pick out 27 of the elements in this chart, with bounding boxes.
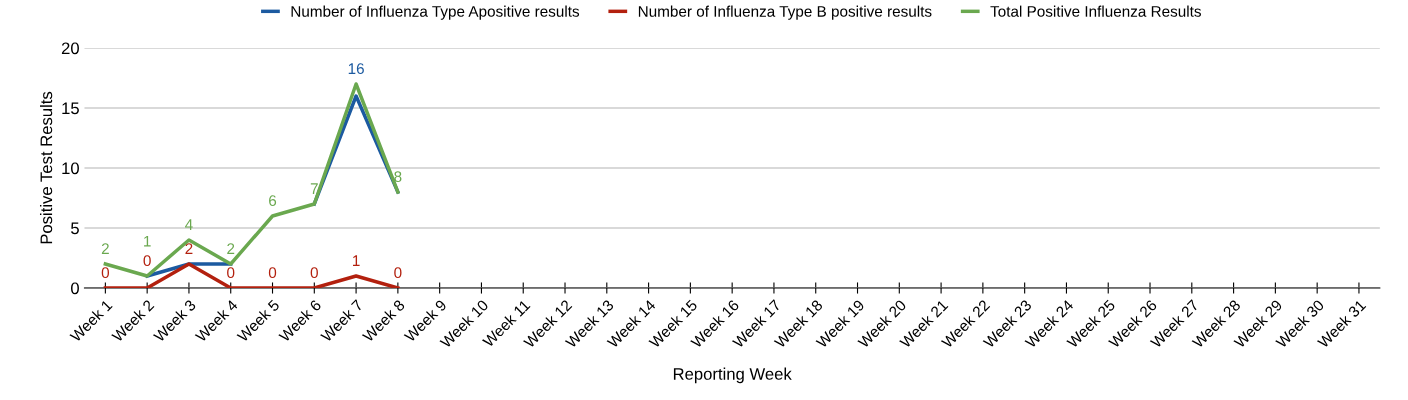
data-label: 7	[310, 183, 318, 194]
y-axis-title: Positive Test Results	[39, 91, 53, 244]
data-label: 4	[185, 219, 193, 230]
y-tick-label: 0	[71, 282, 79, 295]
y-tick-label: 10	[62, 162, 79, 175]
data-label: 1	[353, 255, 360, 266]
data-label: 6	[269, 195, 277, 207]
data-label: 0	[227, 267, 235, 279]
data-label: 8	[394, 171, 402, 183]
data-label: 0	[268, 267, 277, 279]
data-label: 0	[143, 255, 151, 267]
data-label: 0	[310, 267, 318, 279]
data-label: 0	[394, 267, 402, 279]
legend-label: Number of Influenza Type Apositive results	[291, 5, 580, 20]
data-label: 1	[144, 235, 151, 247]
data-label: 2	[227, 243, 235, 254]
legend-label: Total Positive Influenza Results	[990, 5, 1201, 17]
legend-label: Number of Influenza Type B positive results	[638, 5, 932, 20]
data-label: 0	[101, 267, 110, 279]
x-axis-title: Reporting Week	[673, 367, 792, 384]
data-label: 2	[185, 243, 193, 254]
line-series	[103, 82, 400, 278]
data-label: 2	[101, 243, 109, 254]
y-tick-label: 5	[71, 222, 79, 235]
y-tick-label: 20	[61, 42, 79, 55]
data-label: 16	[348, 63, 364, 75]
y-tick-label: 15	[62, 102, 79, 115]
